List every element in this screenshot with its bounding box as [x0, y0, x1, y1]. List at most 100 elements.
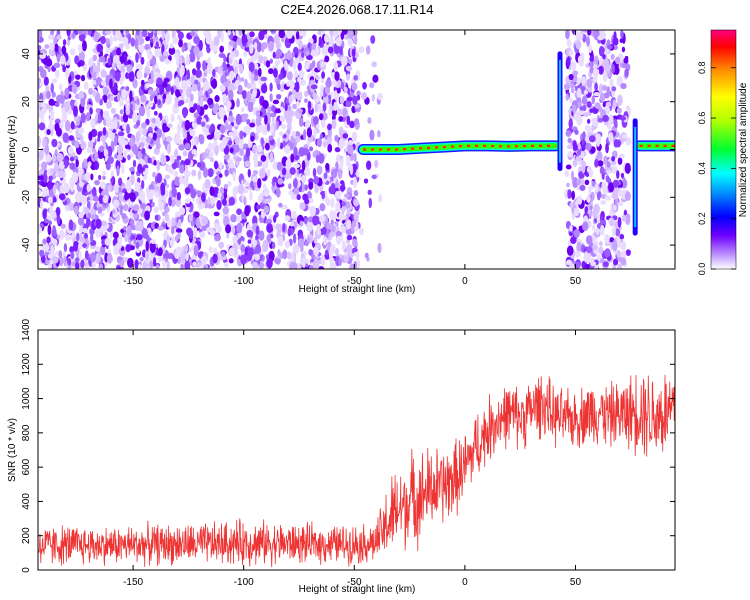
noise-blob [110, 107, 117, 114]
noise-blob [271, 241, 276, 250]
noise-blob [156, 30, 163, 36]
noise-blob [120, 64, 126, 75]
noise-blob [49, 42, 55, 52]
noise-blob [563, 83, 571, 91]
noise-blob [334, 147, 341, 153]
noise-blob [134, 181, 141, 193]
tone-segment-main [357, 140, 562, 155]
noise-blob [594, 55, 599, 65]
noise-blob [291, 51, 296, 58]
noise-blob [354, 118, 360, 126]
noise-blob [341, 240, 346, 252]
noise-blob [191, 169, 197, 177]
noise-blob [336, 154, 341, 163]
noise-blob [156, 159, 161, 172]
noise-blob [591, 117, 597, 125]
noise-blob [45, 259, 50, 265]
noise-blob [153, 159, 157, 166]
noise-blob [264, 33, 270, 40]
noise-blob [278, 235, 283, 241]
noise-blob [116, 153, 123, 162]
noise-blob [162, 122, 167, 133]
noise-blob [38, 30, 41, 41]
snr-y-axis-label: SNR (10 * v/v) [7, 418, 18, 482]
noise-blob [580, 151, 585, 159]
noise-blob [585, 235, 593, 245]
noise-blob [320, 61, 325, 67]
noise-blob [67, 146, 74, 155]
noise-blob [55, 69, 60, 79]
noise-blob [154, 214, 159, 221]
noise-blob [82, 184, 88, 193]
noise-blob [255, 110, 261, 118]
noise-blob [247, 168, 251, 178]
noise-blob [151, 117, 157, 125]
noise-blob [270, 30, 276, 33]
noise-blob [253, 170, 259, 175]
noise-blob [612, 240, 618, 252]
noise-blob [218, 106, 226, 118]
noise-blob [251, 89, 257, 98]
noise-blob [347, 30, 354, 39]
noise-blob [54, 101, 60, 108]
noise-blob [583, 112, 589, 118]
noise-blob [215, 176, 221, 187]
noise-blob [276, 161, 282, 171]
noise-blob [621, 214, 627, 222]
noise-blob [42, 209, 47, 220]
noise-blob [160, 154, 167, 165]
noise-blob [79, 233, 83, 242]
noise-blob [599, 92, 605, 103]
noise-blob [212, 253, 218, 264]
noise-blob [207, 203, 213, 209]
noise-blob [182, 108, 187, 119]
x-tick-label: 0 [462, 577, 468, 588]
noise-blob [102, 170, 107, 177]
noise-blob [260, 155, 267, 162]
noise-blob [140, 79, 145, 86]
noise-blob [62, 39, 67, 46]
noise-blob [39, 81, 44, 88]
noise-blob [197, 81, 201, 92]
noise-blob [121, 212, 127, 220]
noise-blob [47, 196, 53, 204]
noise-blob [64, 120, 71, 132]
noise-blob [575, 156, 582, 162]
noise-blob [136, 70, 143, 80]
noise-blob [54, 118, 61, 125]
noise-blob [243, 196, 247, 206]
noise-blob [73, 240, 79, 252]
noise-blob [223, 55, 227, 63]
noise-blob [330, 198, 335, 209]
noise-blob [307, 100, 312, 111]
noise-blob [39, 52, 47, 60]
noise-blob [576, 115, 583, 126]
noise-blob [66, 39, 71, 46]
noise-blob [236, 214, 243, 223]
noise-blob [599, 46, 605, 54]
noise-blob [289, 167, 296, 175]
noise-blob [220, 31, 224, 43]
noise-blob [597, 117, 604, 123]
noise-blob [278, 131, 284, 136]
noise-blob [250, 135, 255, 142]
noise-blob [155, 142, 161, 150]
noise-blob [205, 148, 209, 154]
noise-blob [236, 222, 243, 234]
noise-blob [102, 195, 109, 204]
noise-blob [80, 74, 86, 82]
noise-blob [332, 210, 337, 221]
noise-blob [203, 104, 209, 110]
noise-blob [244, 205, 250, 217]
x-tick-label: -150 [123, 577, 143, 588]
noise-blob [201, 192, 206, 203]
noise-blob [284, 103, 288, 112]
noise-blob [292, 243, 300, 255]
noise-blob [616, 107, 622, 114]
noise-blob [61, 107, 66, 114]
noise-blob [166, 260, 170, 269]
noise-blob [224, 261, 229, 268]
noise-blob [109, 34, 113, 46]
noise-blob [147, 157, 153, 164]
noise-blob [64, 87, 70, 99]
